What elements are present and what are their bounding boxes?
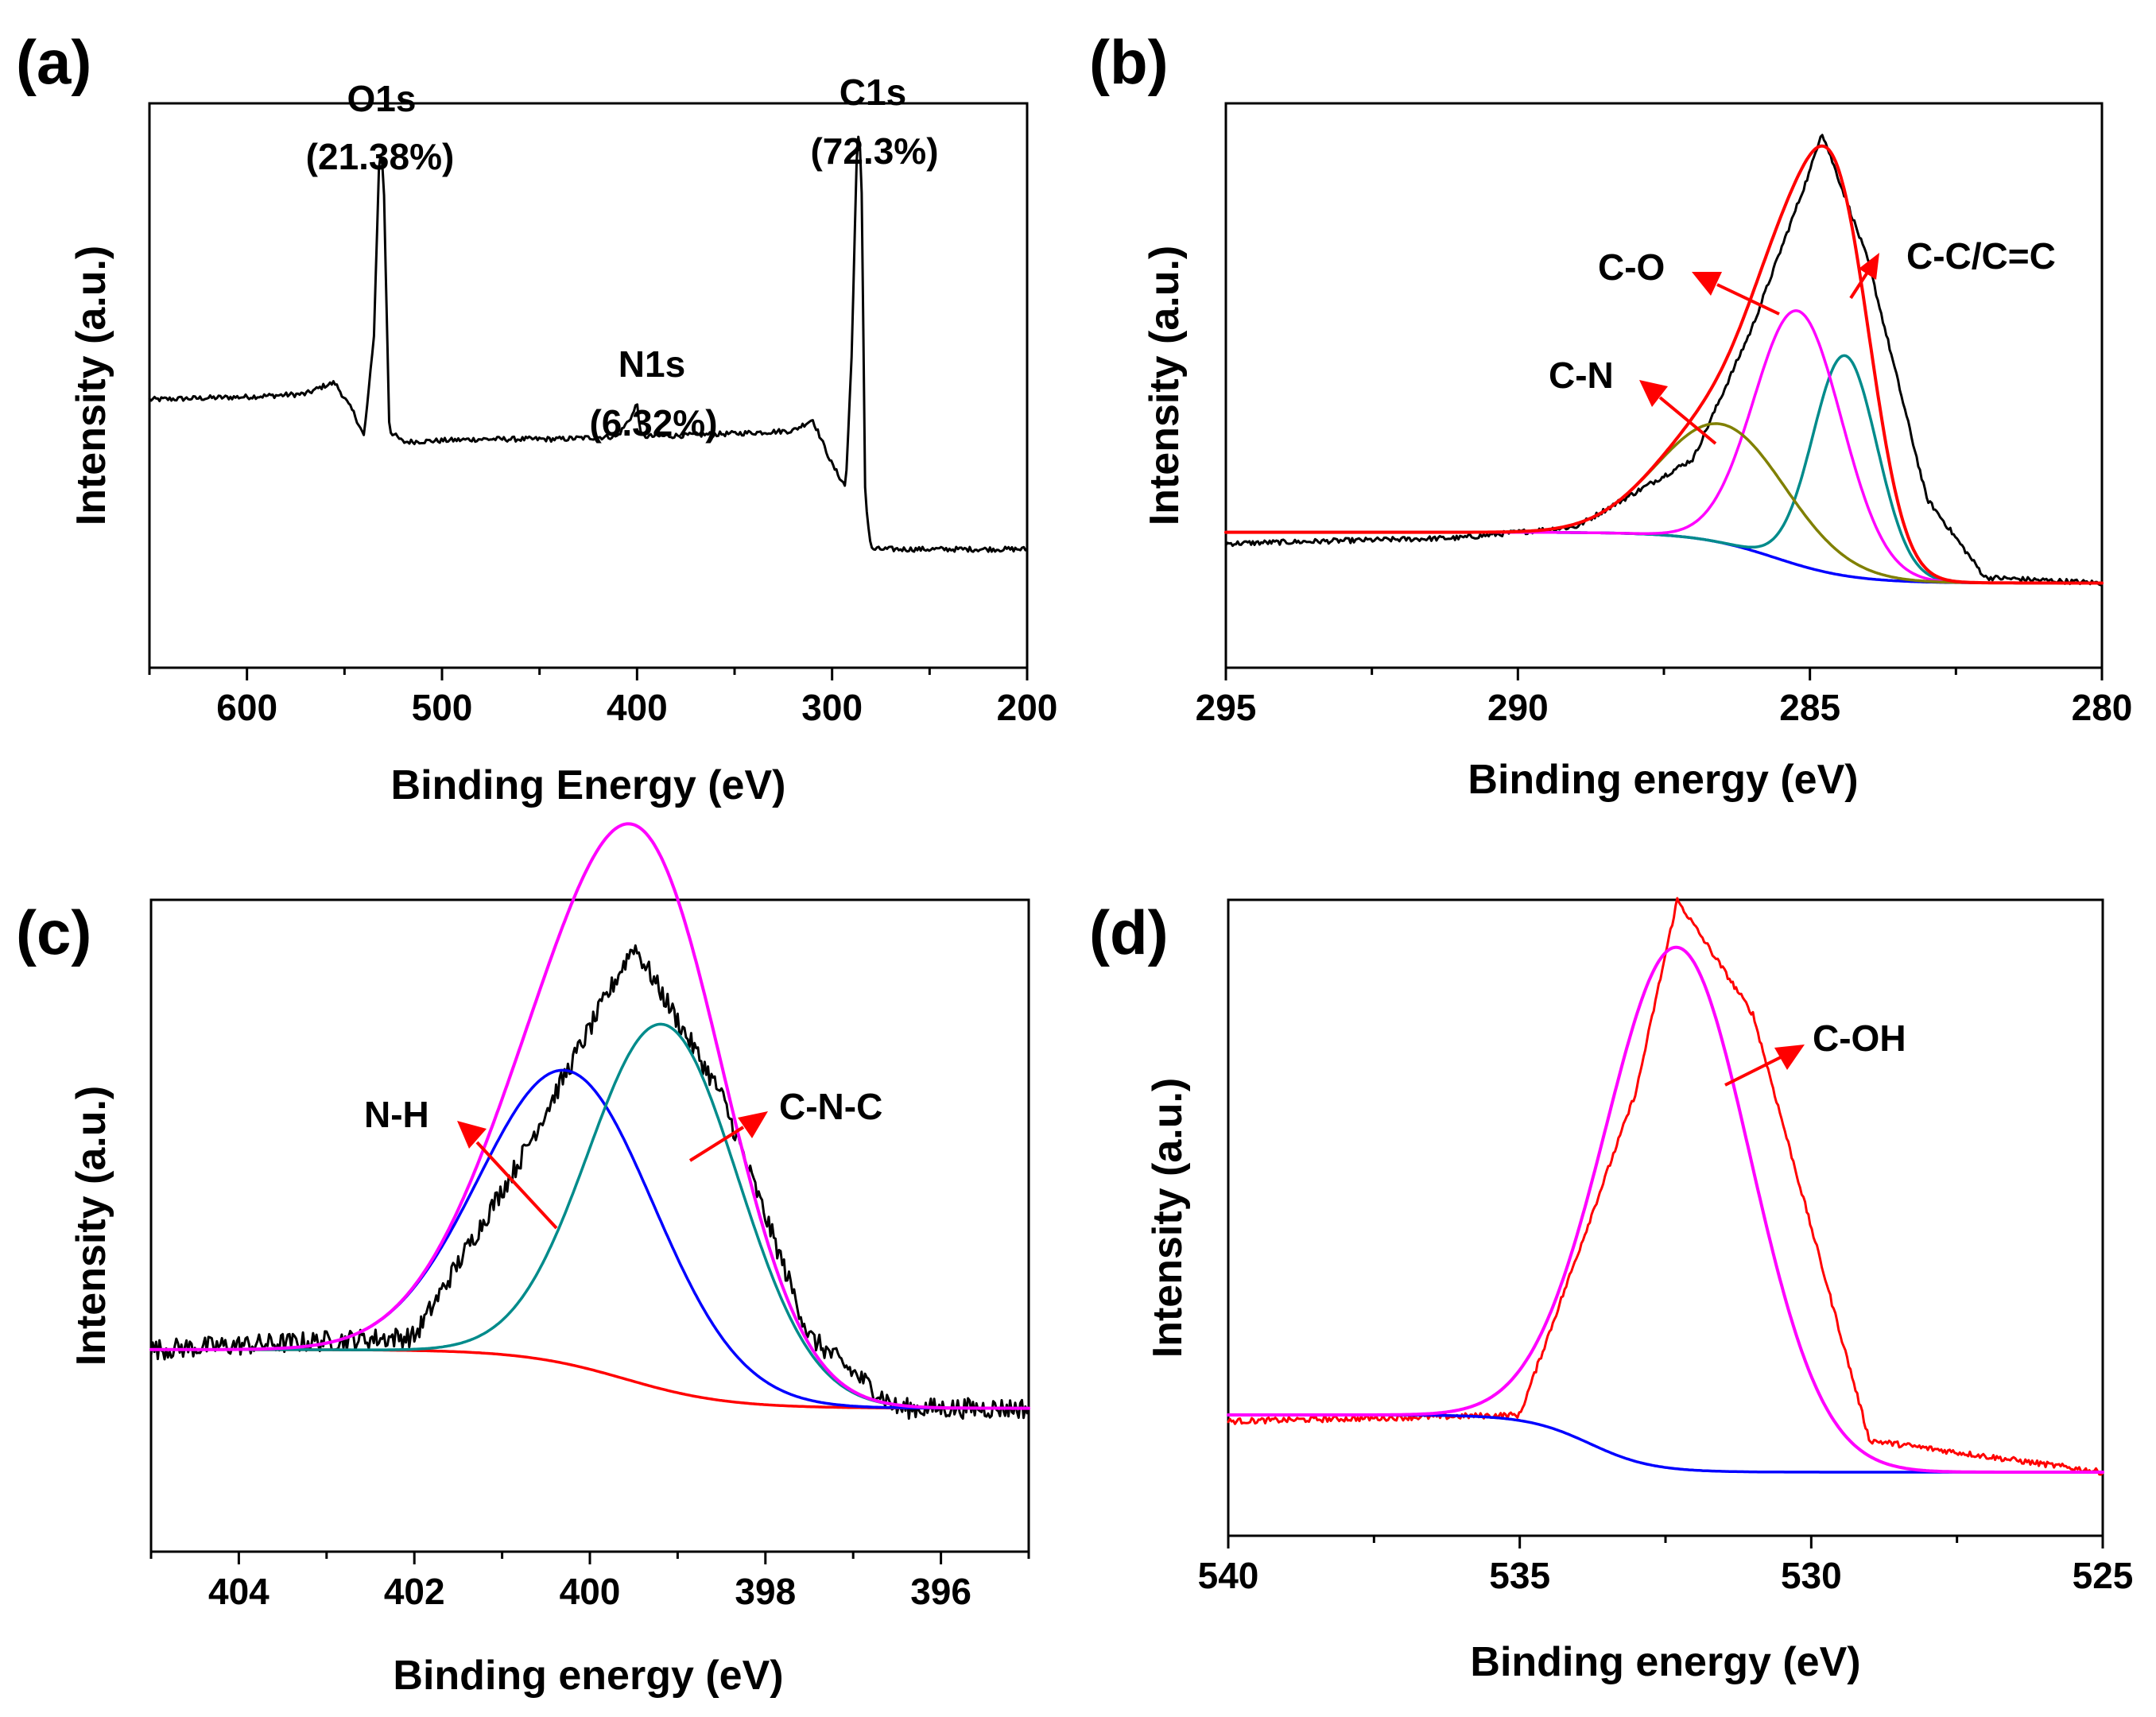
x-tick-label: 290: [1487, 687, 1549, 728]
panel-b-x-ticks: 295 290 285 280: [1196, 668, 2133, 728]
x-tick-label: 396: [910, 1571, 971, 1612]
c-oh-annotation: C-OH: [1813, 1017, 1906, 1059]
x-tick-label: 295: [1196, 687, 1257, 728]
panel-c-series: [149, 822, 1030, 1420]
o1s-label: O1s: [347, 78, 417, 119]
panel-a-y-axis-title: Intensity (a.u.): [68, 246, 114, 525]
panel-a-series: [148, 135, 1029, 553]
x-tick-label: 500: [412, 687, 473, 728]
panel-d-plot-frame: [1227, 898, 2104, 1537]
x-tick-label: 525: [2073, 1555, 2134, 1596]
n1s-label: N1s: [618, 343, 685, 385]
raw-spectrum-line: [1224, 134, 2104, 587]
x-tick-label: 400: [607, 687, 668, 728]
x-tick-label: 530: [1781, 1555, 1842, 1596]
panel-a-label: (a): [16, 27, 91, 97]
peak-c-oh-line: [1227, 945, 2104, 1474]
envelope-fit-line: [149, 822, 1030, 1410]
panel-b-series: [1224, 134, 2104, 587]
survey-spectrum-line: [148, 135, 1029, 553]
x-tick-label: 200: [997, 687, 1058, 728]
x-tick-label: 540: [1198, 1555, 1259, 1596]
panel-a-x-ticks: 600 500 400 300 200: [148, 668, 1058, 728]
envelope-fit-line: [1224, 144, 2104, 585]
raw-spectrum-line: [149, 944, 1030, 1420]
panel-d-y-axis-title: Intensity (a.u.): [1145, 1078, 1191, 1358]
n-h-arrow: [457, 1121, 558, 1230]
n-h-annotation: N-H: [364, 1094, 429, 1135]
c-o-arrow: [1692, 272, 1780, 316]
panel-b-x-axis-title: Binding energy (eV): [1468, 757, 1858, 803]
x-tick-label: 600: [216, 687, 277, 728]
panel-c-y-axis-title: Intensity (a.u.): [68, 1086, 114, 1366]
panel-a-x-axis-title: Binding Energy (eV): [391, 762, 786, 808]
x-tick-label: 404: [208, 1571, 270, 1612]
panel-b-label: (b): [1089, 27, 1169, 97]
c-n-arrow: [1639, 380, 1717, 445]
x-tick-label: 402: [384, 1571, 445, 1612]
background-line: [149, 1348, 1030, 1410]
panel-d-label: (d): [1089, 897, 1169, 967]
panel-d-series: [1227, 897, 2104, 1476]
raw-spectrum-line: [1227, 897, 2104, 1476]
x-tick-label: 280: [2072, 687, 2133, 728]
c1s-percent: (72.3%): [810, 130, 938, 172]
c-n-c-arrow: [688, 1111, 768, 1162]
peak-c-o-line: [1224, 309, 2104, 585]
panel-c: (c) 404 402 400 398 396 Binding energy (eV) …: [16, 822, 1030, 1699]
panel-c-plot-frame: [149, 898, 1030, 1553]
panel-c-x-axis-title: Binding energy (eV): [393, 1653, 783, 1699]
panel-d: (d) 540 535 530 525 Binding energy (eV) Int…: [1089, 897, 2133, 1685]
c1s-label: C1s: [840, 72, 906, 113]
panel-c-label: (c): [16, 897, 91, 967]
x-tick-label: 285: [1779, 687, 1840, 728]
peak-c-n-c-line: [149, 1022, 1030, 1410]
o1s-percent: (21.38%): [306, 136, 455, 177]
envelope-fit-line: [1227, 945, 2104, 1474]
panel-d-x-axis-title: Binding energy (eV): [1470, 1639, 1860, 1685]
c-c-arrow: [1849, 253, 1879, 300]
n1s-percent: (6.32%): [589, 402, 717, 444]
x-tick-label: 535: [1489, 1555, 1550, 1596]
panel-a: (a) 600 500 400 300 200 Binding Energy (eV) …: [16, 27, 1057, 808]
peak-n-h-line: [149, 1068, 1030, 1410]
c-o-annotation: C-O: [1598, 246, 1665, 288]
c-n-c-annotation: C-N-C: [779, 1086, 882, 1127]
c-c-annotation: C-C/C=C: [1906, 235, 2056, 277]
c-n-annotation: C-N: [1549, 355, 1614, 396]
c-oh-arrow: [1724, 1045, 1805, 1087]
x-tick-label: 398: [735, 1571, 796, 1612]
panel-d-x-ticks: 540 535 530 525: [1198, 1536, 2134, 1596]
panel-b: (b) 295 290 285 280 Binding energy (eV) Int…: [1089, 27, 2132, 803]
background-line: [1227, 1413, 2104, 1474]
panel-b-y-axis-title: Intensity (a.u.): [1142, 246, 1188, 525]
panel-c-x-ticks: 404 402 400 398 396: [149, 1552, 1030, 1612]
x-tick-label: 300: [801, 687, 863, 728]
x-tick-label: 400: [560, 1571, 621, 1612]
panel-a-plot-frame: [148, 102, 1029, 669]
